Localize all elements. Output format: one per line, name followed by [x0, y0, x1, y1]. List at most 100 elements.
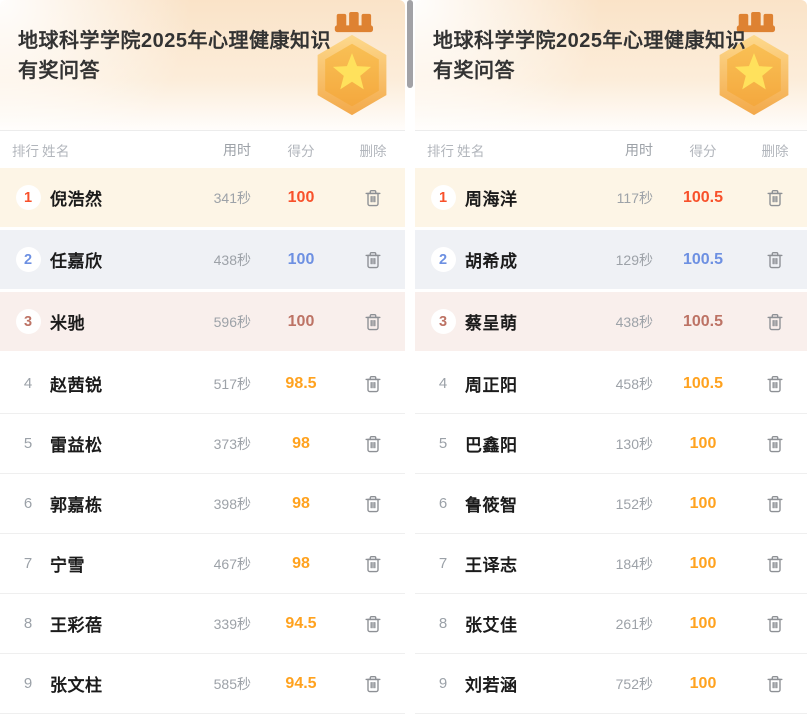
score-value: 100: [689, 434, 717, 452]
delete-cell: [743, 552, 807, 576]
score-value: 94.5: [285, 674, 317, 692]
table-header: 排行 姓名 用时 得分 删除: [415, 130, 807, 168]
delete-button[interactable]: [763, 310, 787, 334]
delete-button[interactable]: [361, 552, 385, 576]
table-row: 8 王彩蓓 339秒 94.5: [0, 594, 405, 654]
rank-cell: 7: [0, 555, 50, 572]
table-row: 1 周海洋 117秒 100.5: [415, 168, 807, 227]
quiz-title-line: 地球科学学院2025年心理健康知识: [18, 30, 331, 52]
trash-icon: [365, 615, 381, 632]
delete-button[interactable]: [763, 672, 787, 696]
column-header-time: 用时: [625, 141, 653, 158]
rank-number: 6: [438, 495, 448, 512]
rank-cell: 3: [0, 309, 50, 334]
rank-cell: 3: [415, 309, 465, 334]
time-value: 129秒: [615, 251, 653, 268]
delete-button[interactable]: [361, 248, 385, 272]
table-row: 7 王译志 184秒 100: [415, 534, 807, 594]
trash-icon: [365, 555, 381, 572]
scrollbar-thumb[interactable]: [407, 0, 413, 88]
delete-button[interactable]: [361, 612, 385, 636]
rank-cell: 8: [415, 615, 465, 632]
score-value: 100.5: [682, 250, 724, 268]
player-name: 宁雪: [50, 556, 85, 575]
trash-icon: [365, 675, 381, 692]
player-name: 周正阳: [465, 376, 518, 395]
table-header: 排行 姓名 用时 得分 删除: [0, 130, 405, 168]
table-row: 4 赵茜锐 517秒 98.5: [0, 354, 405, 414]
delete-button[interactable]: [763, 552, 787, 576]
delete-cell: [341, 248, 405, 272]
time-value: 152秒: [615, 495, 653, 512]
delete-button[interactable]: [763, 186, 787, 210]
leaderboard-panel-right: 地球科学学院2025年心理健康知识 有奖问答 排行 姓名 用时 得分 删除 1 …: [415, 0, 807, 719]
delete-button[interactable]: [763, 372, 787, 396]
player-name: 刘若涵: [465, 676, 518, 695]
rank-cell: 4: [0, 375, 50, 392]
rank-cell: 5: [0, 435, 50, 452]
delete-button[interactable]: [361, 492, 385, 516]
score-value: 100: [287, 188, 315, 206]
trash-icon: [365, 375, 381, 392]
score-value: 100.5: [682, 374, 724, 392]
rank-cell: 9: [0, 675, 50, 692]
leaderboard-rows: 1 倪浩然 341秒 100 2 任嘉欣 438秒 100: [0, 168, 405, 714]
delete-button[interactable]: [361, 672, 385, 696]
delete-cell: [341, 432, 405, 456]
crown-icon: [736, 12, 776, 33]
trash-icon: [767, 375, 783, 392]
scrollbar-track: [405, 0, 415, 719]
delete-button[interactable]: [361, 372, 385, 396]
trash-icon: [365, 189, 381, 206]
column-header-name: 姓名: [42, 143, 70, 159]
delete-button[interactable]: [763, 492, 787, 516]
trash-icon: [767, 313, 783, 330]
quiz-title: 地球科学学院2025年心理健康知识 有奖问答: [415, 0, 807, 86]
score-value: 100: [689, 494, 717, 512]
trash-icon: [767, 435, 783, 452]
delete-cell: [341, 310, 405, 334]
time-value: 117秒: [616, 189, 653, 206]
rank-number: 2: [430, 247, 456, 272]
delete-cell: [743, 186, 807, 210]
rank-number: 1: [15, 185, 41, 210]
delete-button[interactable]: [361, 186, 385, 210]
player-name: 米驰: [50, 314, 85, 333]
delete-button[interactable]: [763, 432, 787, 456]
medal-badge-icon: [317, 12, 387, 116]
delete-cell: [743, 672, 807, 696]
table-row: 4 周正阳 458秒 100.5: [415, 354, 807, 414]
player-name: 周海洋: [465, 190, 518, 209]
delete-button[interactable]: [763, 248, 787, 272]
rank-cell: 4: [415, 375, 465, 392]
trash-icon: [767, 555, 783, 572]
delete-cell: [743, 248, 807, 272]
table-row: 2 胡希成 129秒 100.5: [415, 230, 807, 289]
column-header-score: 得分: [689, 143, 717, 159]
delete-button[interactable]: [763, 612, 787, 636]
delete-cell: [341, 186, 405, 210]
crown-icon: [334, 12, 374, 33]
time-value: 517秒: [213, 375, 251, 392]
player-name: 巴鑫阳: [465, 436, 518, 455]
leaderboard-panel-left: 地球科学学院2025年心理健康知识 有奖问答 排行 姓名 用时 得分 删除 1 …: [0, 0, 405, 714]
time-value: 752秒: [615, 675, 653, 692]
table-row: 3 米驰 596秒 100: [0, 292, 405, 351]
score-value: 98: [292, 494, 310, 512]
delete-cell: [341, 672, 405, 696]
player-name: 郭嘉栋: [50, 496, 103, 515]
score-value: 100: [689, 674, 717, 692]
table-row: 5 雷益松 373秒 98: [0, 414, 405, 474]
table-row: 3 蔡呈萌 438秒 100.5: [415, 292, 807, 351]
time-value: 458秒: [615, 375, 653, 392]
delete-button[interactable]: [361, 432, 385, 456]
delete-button[interactable]: [361, 310, 385, 334]
table-row: 8 张艾佳 261秒 100: [415, 594, 807, 654]
column-header-score: 得分: [287, 143, 315, 159]
time-value: 398秒: [213, 495, 251, 512]
medal-badge-icon: [719, 12, 789, 116]
time-value: 261秒: [615, 615, 653, 632]
quiz-title-line: 有奖问答: [18, 60, 100, 82]
rank-number: 5: [438, 435, 448, 452]
time-value: 373秒: [213, 435, 251, 452]
